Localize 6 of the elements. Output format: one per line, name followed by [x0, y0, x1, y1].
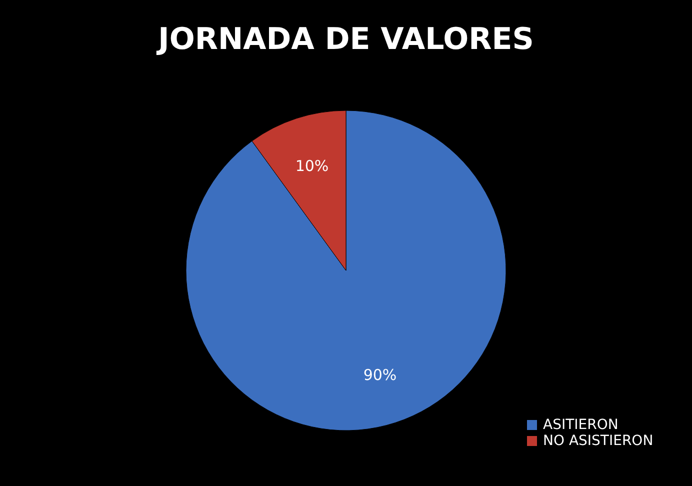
data-label: 90%	[363, 366, 397, 384]
chart-title: JORNADA DE VALORES	[156, 22, 534, 57]
pie-slice	[186, 110, 506, 430]
legend-label: ASITIERON	[543, 417, 618, 433]
data-label: 10%	[295, 156, 329, 175]
legend-label: NO ASISTIERON	[543, 433, 654, 449]
